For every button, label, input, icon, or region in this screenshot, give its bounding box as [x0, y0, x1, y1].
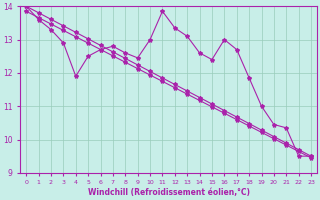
- X-axis label: Windchill (Refroidissement éolien,°C): Windchill (Refroidissement éolien,°C): [88, 188, 250, 197]
